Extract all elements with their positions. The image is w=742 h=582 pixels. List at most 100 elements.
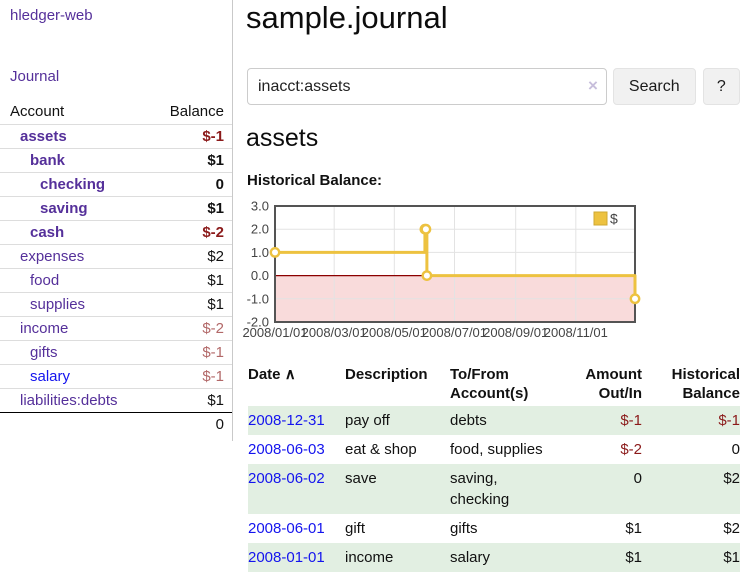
account-balance: $-1 xyxy=(140,124,232,149)
page-title: sample.journal xyxy=(246,0,448,35)
account-row: food $1 xyxy=(0,268,232,293)
sidebar: hledger-web Journal Account Balance asse… xyxy=(0,0,233,441)
transaction-date-link[interactable]: 2008-12-31 xyxy=(248,412,325,429)
transaction-description: save xyxy=(345,464,450,514)
account-link[interactable]: supplies xyxy=(30,296,86,313)
register-table: Date ∧ Description To/From Account(s) Am… xyxy=(248,362,740,572)
account-row: bank $1 xyxy=(0,148,232,173)
account-balance: 0 xyxy=(140,172,232,197)
account-link[interactable]: salary xyxy=(30,368,71,385)
account-balance: $-2 xyxy=(140,316,232,341)
account-balance: $2 xyxy=(140,244,232,269)
account-balance: $-2 xyxy=(140,220,232,245)
account-balance: $1 xyxy=(140,388,232,413)
transaction-description: gift xyxy=(345,520,366,537)
register-header-row: Date ∧ Description To/From Account(s) Am… xyxy=(248,362,740,406)
transaction-description: pay off xyxy=(345,406,450,435)
balance-chart[interactable]: 3.0 2.0 1.0 0.0 -1.0 -2.02008/01/012008/03/01… xyxy=(242,196,642,342)
search-button[interactable]: Search xyxy=(612,68,696,105)
data-point xyxy=(629,293,641,305)
plot-border xyxy=(274,205,636,323)
account-row: cash $-2 xyxy=(0,220,232,245)
x-tick-label: 2008/05/01 xyxy=(362,325,427,340)
register-row: 2008-01-01 income salary $1 $1 xyxy=(248,543,740,572)
register-header-date[interactable]: Date ∧ xyxy=(248,366,296,383)
data-point xyxy=(420,223,432,235)
y-tick-label: 3.0 xyxy=(251,199,269,214)
register-header-description: Description xyxy=(345,366,428,383)
data-point xyxy=(269,247,281,258)
sidebar-item-journal[interactable]: Journal xyxy=(10,68,60,85)
transaction-amount: $1 xyxy=(625,520,642,537)
transaction-accounts: food, supplies xyxy=(450,441,543,458)
search-bar: × Search ? xyxy=(247,68,740,105)
app-title-link[interactable]: hledger-web xyxy=(10,7,93,24)
clear-search-icon[interactable]: × xyxy=(587,76,598,95)
x-tick-label: 2008/09/01 xyxy=(483,325,548,340)
x-tick-label: 2008/07/01 xyxy=(422,325,487,340)
y-tick-label: -2.0 xyxy=(247,315,269,330)
transaction-date-link[interactable]: 2008-01-01 xyxy=(248,549,325,566)
transaction-amount: $1 xyxy=(565,543,642,572)
sort-ascending-icon: ∧ xyxy=(284,366,296,383)
help-button[interactable]: ? xyxy=(702,68,740,105)
transaction-description: eat & shop xyxy=(345,441,417,458)
search-input[interactable] xyxy=(247,68,607,105)
transaction-balance: $-1 xyxy=(642,406,740,435)
register-header-accounts: To/From Account(s) xyxy=(450,366,529,402)
accounts-balance-table: Account Balance assets $-1 bank $1 checking 0… xyxy=(0,100,232,436)
transaction-accounts: debts xyxy=(450,406,565,435)
y-tick-label: 2.0 xyxy=(251,222,269,237)
account-link[interactable]: income xyxy=(20,320,69,337)
transaction-accounts: salary xyxy=(450,543,565,572)
register-row: 2008-12-31 pay off debts $-1 $-1 xyxy=(248,406,740,435)
register-header-amount: Amount Out/In xyxy=(585,366,642,402)
account-row: assets $-1 xyxy=(0,124,232,149)
account-row: salary $-1 xyxy=(0,364,232,389)
y-tick-label: 0.0 xyxy=(251,268,269,283)
account-row: checking 0 xyxy=(0,172,232,197)
accounts-total-row: 0 xyxy=(0,412,232,436)
account-row: gifts $-1 xyxy=(0,340,232,365)
accounts-header-row: Account Balance xyxy=(0,100,232,125)
transaction-date-link[interactable]: 2008-06-01 xyxy=(248,520,325,537)
y-tick-label: -1.0 xyxy=(247,291,269,306)
x-tick-label: 2008/11/01 xyxy=(544,325,608,340)
transaction-description: income xyxy=(345,543,450,572)
x-tick-label: 2008/03/01 xyxy=(302,325,367,340)
account-balance: $-1 xyxy=(140,364,232,389)
account-link[interactable]: bank xyxy=(30,152,66,169)
accounts-header-account: Account xyxy=(10,103,65,120)
account-row: supplies $1 xyxy=(0,292,232,317)
transaction-date-link[interactable]: 2008-06-02 xyxy=(248,470,325,487)
account-row: income $-2 xyxy=(0,316,232,341)
transaction-balance: $1 xyxy=(642,543,740,572)
account-balance: $-1 xyxy=(140,340,232,365)
account-link[interactable]: food xyxy=(30,272,60,289)
transaction-amount: $-2 xyxy=(620,441,642,458)
transaction-accounts: gifts xyxy=(450,520,478,537)
account-row: expenses $2 xyxy=(0,244,232,269)
account-link[interactable]: assets xyxy=(20,128,67,145)
transaction-balance: $2 xyxy=(642,464,740,514)
account-link[interactable]: checking xyxy=(40,176,106,193)
transaction-amount: 0 xyxy=(565,464,642,514)
transaction-amount: $-1 xyxy=(565,406,642,435)
account-balance: $1 xyxy=(140,268,232,293)
account-link[interactable]: expenses xyxy=(20,248,85,265)
account-link[interactable]: liabilities:debts xyxy=(20,392,118,409)
account-link[interactable]: cash xyxy=(30,224,65,241)
account-link[interactable]: saving xyxy=(40,200,88,217)
account-heading: assets xyxy=(246,124,319,152)
account-row: liabilities:debts $1 xyxy=(0,388,232,413)
y-tick-label: 1.0 xyxy=(251,245,269,260)
accounts-body: assets $-1 bank $1 checking 0 saving $1 cash $-2 e… xyxy=(0,124,232,436)
accounts-total-balance: 0 xyxy=(140,412,232,436)
register-header-balance: Historical Balance xyxy=(671,366,740,402)
register-row: 2008-06-01 gift gifts $1 $2 xyxy=(248,514,740,543)
account-link[interactable]: gifts xyxy=(30,344,58,361)
legend-label: $ xyxy=(610,211,618,227)
legend-swatch xyxy=(593,211,608,226)
transaction-date-link[interactable]: 2008-06-03 xyxy=(248,441,325,458)
register-body: 2008-12-31 pay off debts $-1 $-1 2008-06-03 ea… xyxy=(248,406,740,572)
